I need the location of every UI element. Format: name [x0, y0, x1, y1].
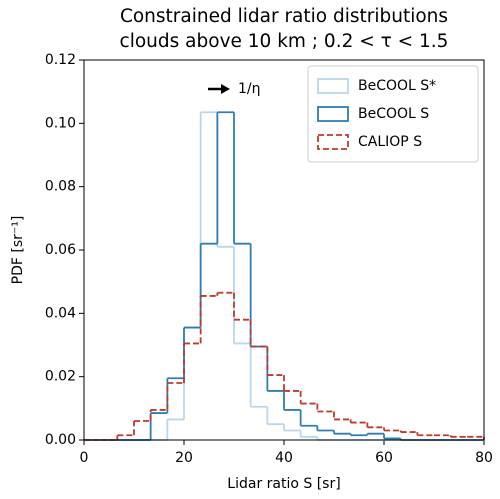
legend-swatch [317, 78, 349, 94]
x-tick-label: 40 [275, 450, 293, 466]
legend-label: BeCOOL S [358, 106, 429, 122]
y-tick-label: 0.12 [45, 52, 76, 68]
legend: BeCOOL S* BeCOOL S CALIOP S [307, 65, 479, 163]
legend-swatch [317, 106, 349, 122]
x-tick-label: 20 [175, 450, 193, 466]
y-tick-label: 0.06 [45, 242, 76, 258]
legend-swatch [317, 134, 349, 150]
y-tick-label: 0.08 [45, 179, 76, 195]
x-tick-label: 80 [475, 450, 493, 466]
histogram-series [84, 291, 485, 441]
x-tick-label: 60 [375, 450, 393, 466]
y-tick-label: 0.00 [45, 432, 76, 448]
plot-frame [83, 59, 485, 441]
y-axis-label: PDF [sr⁻¹] [10, 216, 26, 285]
annotation: 1/η [238, 81, 261, 97]
legend-label: BeCOOL S* [358, 78, 436, 94]
x-axis-label: Lidar ratio S [sr] [227, 476, 340, 492]
y-tick-label: 0.02 [45, 369, 76, 385]
legend-box [307, 65, 479, 163]
y-tick-label: 0.10 [45, 115, 76, 131]
x-tick-label: 0 [80, 450, 89, 466]
chart-title: clouds above 10 km ; 0.2 < τ < 1.5 [120, 31, 449, 52]
chart-title: Constrained lidar ratio distributions [120, 6, 448, 27]
annotation-arrow [208, 84, 230, 94]
y-tick-label: 0.04 [45, 305, 76, 321]
legend-label: CALIOP S [358, 134, 422, 150]
